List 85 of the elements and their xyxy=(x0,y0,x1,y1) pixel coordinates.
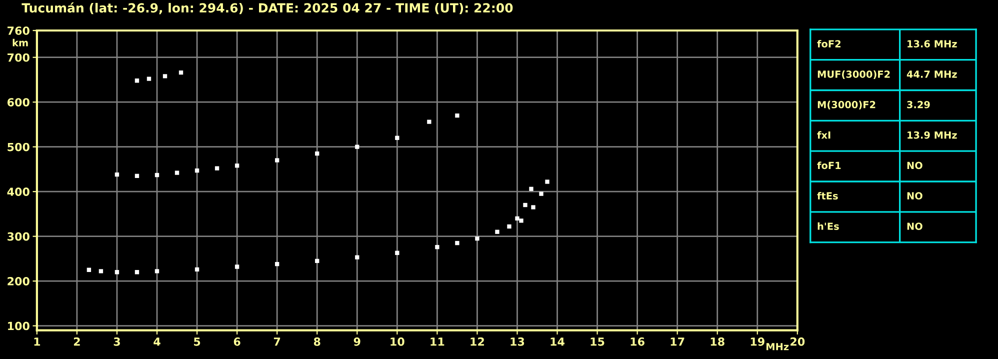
text: foF1 xyxy=(817,162,841,170)
x-tick-label: 7 xyxy=(274,338,280,346)
text: NO xyxy=(907,192,922,200)
point xyxy=(214,166,220,170)
text: h'Es xyxy=(818,222,839,230)
chart-title: Tucumán (lat: -26.9, lon: 294.6) - DATE: 2025 04 27 - TIME (UT): 22:00 xyxy=(22,2,513,14)
point xyxy=(355,144,360,149)
x-tick-label: 8 xyxy=(314,337,320,346)
y-tick-label: 500 xyxy=(8,142,30,152)
point xyxy=(395,136,400,140)
point xyxy=(274,262,280,266)
point xyxy=(174,170,180,175)
point xyxy=(495,230,500,234)
y-tick-label: 100 xyxy=(8,322,30,330)
y-tick-label: 300 xyxy=(8,232,30,241)
point xyxy=(355,255,360,260)
text: NO xyxy=(907,162,922,170)
point xyxy=(86,268,92,272)
point xyxy=(114,270,120,274)
x-tick-label: 1 xyxy=(34,338,40,346)
y-tick-label: 400 xyxy=(7,188,30,196)
point xyxy=(395,250,400,255)
point xyxy=(455,240,460,246)
point xyxy=(523,202,528,208)
y-tick-label: 700 xyxy=(8,53,30,62)
text: M(3000)F2 xyxy=(818,100,876,110)
x-tick-label: 5 xyxy=(194,338,200,346)
x-axis-title: MHz xyxy=(766,343,789,350)
x-tick-label: 11 xyxy=(430,338,444,346)
text: NO xyxy=(907,222,922,230)
x-tick-label: 16 xyxy=(630,337,644,346)
x-tick-label: 2 xyxy=(74,337,80,346)
point xyxy=(114,172,120,177)
x-tick-label: 20 xyxy=(790,337,805,346)
point xyxy=(455,113,460,118)
x-tick-label: 6 xyxy=(234,337,240,346)
point xyxy=(531,205,536,210)
text: 13.6 MHz xyxy=(908,40,957,48)
point xyxy=(134,270,140,274)
x-tick-label: 12 xyxy=(470,337,484,346)
point xyxy=(519,218,524,223)
point xyxy=(515,216,520,221)
point xyxy=(134,78,140,83)
point xyxy=(435,244,440,250)
point xyxy=(134,174,140,178)
point xyxy=(178,70,184,75)
point xyxy=(315,151,320,156)
x-tick-label: 4 xyxy=(154,338,160,346)
point xyxy=(98,269,104,274)
y-axis-title: km xyxy=(12,38,28,46)
x-tick-label: 14 xyxy=(550,338,564,346)
x-tick-label: 15 xyxy=(590,338,604,346)
point xyxy=(507,224,512,229)
text: foF2 xyxy=(817,40,840,48)
point xyxy=(475,236,480,241)
point xyxy=(274,158,280,162)
point xyxy=(545,180,550,184)
y-tick-label: 760 xyxy=(8,26,30,35)
text: 44.7 MHz xyxy=(906,70,957,78)
point xyxy=(154,269,160,274)
point xyxy=(529,186,534,191)
x-tick-label: 19 xyxy=(750,337,764,346)
point xyxy=(146,76,152,81)
text: 13.9 MHz xyxy=(908,131,957,139)
point xyxy=(194,168,200,173)
point xyxy=(234,264,240,269)
point xyxy=(539,192,544,196)
point xyxy=(315,258,320,264)
x-tick-label: 9 xyxy=(354,337,360,346)
point xyxy=(234,164,240,168)
x-tick-label: 17 xyxy=(670,338,684,346)
x-tick-label: 10 xyxy=(390,337,404,346)
text: MUF(3000)F2 xyxy=(818,70,890,80)
y-tick-label: 600 xyxy=(7,98,30,106)
point xyxy=(427,120,432,124)
x-tick-label: 18 xyxy=(710,337,724,346)
text: fxI xyxy=(817,131,830,139)
x-tick-label: 13 xyxy=(510,337,524,346)
text: ftEs xyxy=(817,192,838,200)
point xyxy=(162,74,168,78)
point xyxy=(154,172,160,178)
text: 3.29 xyxy=(907,100,930,108)
point xyxy=(194,267,200,272)
y-tick-label: 200 xyxy=(8,277,30,286)
x-tick-label: 3 xyxy=(114,337,120,346)
